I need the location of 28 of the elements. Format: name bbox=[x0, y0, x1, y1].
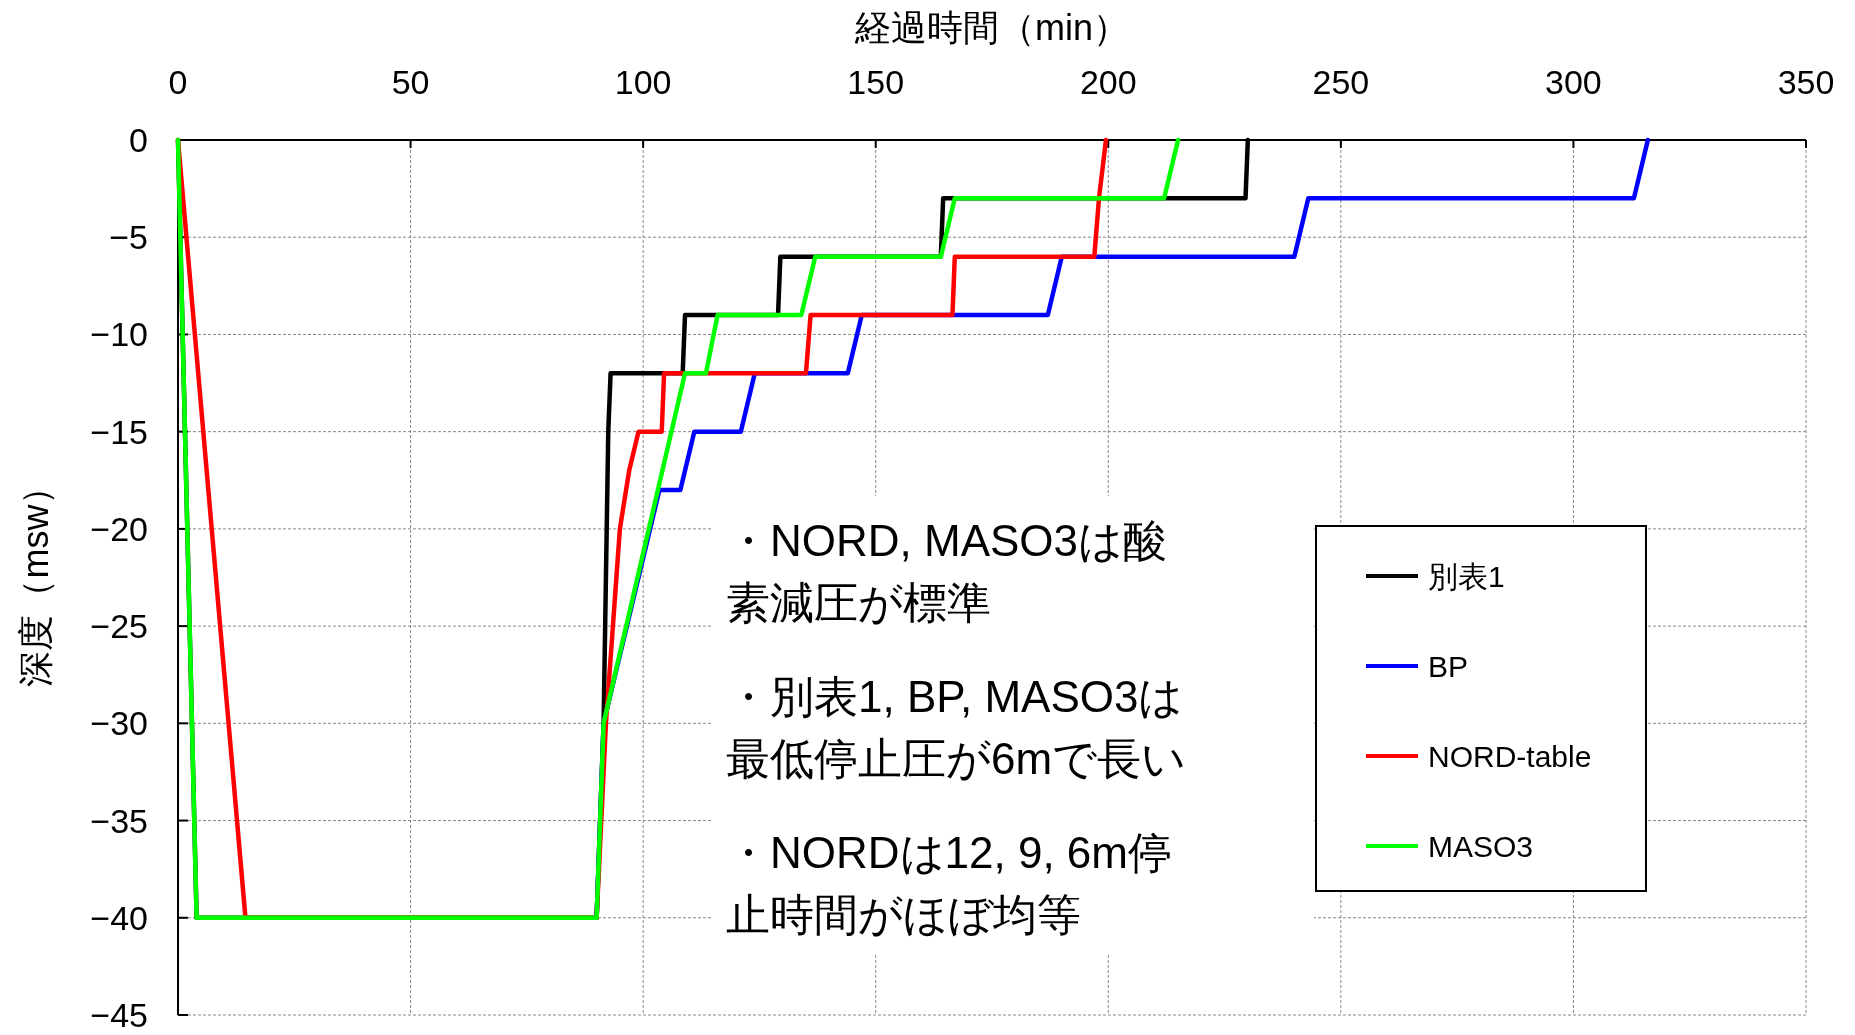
y-tick-label: −35 bbox=[90, 801, 148, 840]
x-tick-label: 200 bbox=[1079, 63, 1137, 101]
x-tick-label: 300 bbox=[1545, 63, 1602, 101]
x-tick-label: 350 bbox=[1777, 63, 1835, 101]
y-tick-label: −25 bbox=[90, 607, 148, 646]
legend-label: 別表1 bbox=[1428, 560, 1505, 593]
y-tick-label: −20 bbox=[90, 509, 148, 548]
y-tick-label: −5 bbox=[109, 218, 148, 257]
x-tick-label: 100 bbox=[614, 63, 672, 101]
y-tick-label: −15 bbox=[90, 412, 148, 451]
legend-label: NORD-table bbox=[1428, 740, 1592, 773]
y-tick-label: −30 bbox=[90, 704, 148, 743]
y-tick-label: −40 bbox=[90, 898, 148, 937]
x-tick-label: 150 bbox=[847, 63, 905, 101]
annotation: ・NORD, MASO3は酸素減圧が標準 bbox=[726, 515, 1169, 629]
x-tick-label: 0 bbox=[168, 63, 188, 101]
annotations: ・NORD, MASO3は酸素減圧が標準 ・別表1, BP, MASO3は最低停止圧が6mで長い ・NORDは12, 9, 6m停止時間がほぼ均等 bbox=[712, 496, 1314, 954]
y-tick-label: 0 bbox=[129, 121, 148, 159]
y-axis-title: 深度（msw） bbox=[15, 468, 56, 687]
x-tick-label: 50 bbox=[391, 63, 430, 101]
legend-label: MASO3 bbox=[1428, 830, 1534, 863]
annotation: ・別表1, BP, MASO3は最低停止圧が6mで長い bbox=[726, 671, 1188, 785]
legend-label: BP bbox=[1428, 650, 1469, 683]
y-tick-label: −10 bbox=[90, 315, 148, 354]
x-tick-label: 250 bbox=[1312, 63, 1370, 101]
x-axis-title: 経過時間（min） bbox=[853, 7, 1130, 48]
y-tick-label: −45 bbox=[90, 996, 148, 1034]
annotation: ・NORDは12, 9, 6m停止時間がほぼ均等 bbox=[726, 827, 1173, 941]
